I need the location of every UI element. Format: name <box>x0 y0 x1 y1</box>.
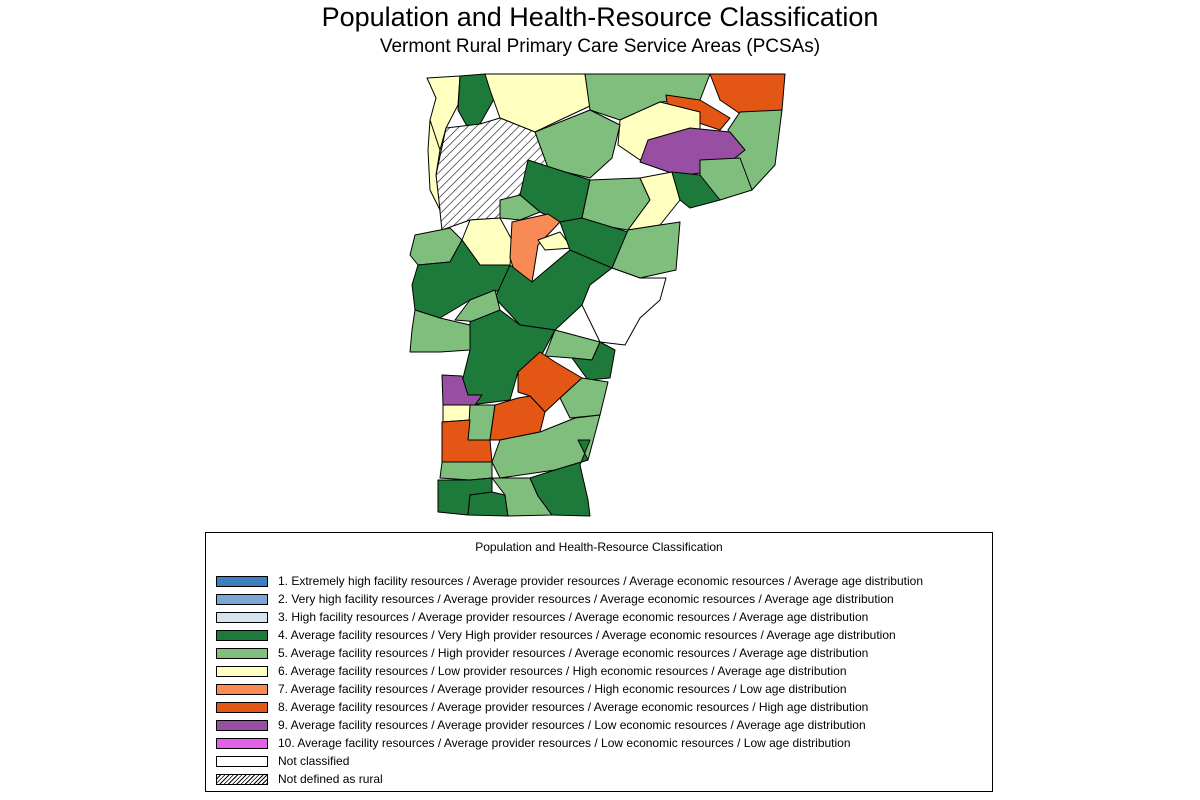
legend-swatch <box>216 683 268 695</box>
pcsa-region <box>491 414 601 479</box>
legend-item: 1. Extremely high facility resources / A… <box>216 572 984 590</box>
legend-item: Not defined as rural <box>216 770 984 788</box>
legend-swatch <box>216 593 268 605</box>
legend: Population and Health-Resource Classific… <box>205 532 993 792</box>
pcsa-region <box>671 171 721 209</box>
legend-swatch <box>216 773 268 785</box>
legend-swatch <box>216 719 268 731</box>
pcsa-region <box>467 491 509 517</box>
legend-item: 5. Average facility resources / High pro… <box>216 644 984 662</box>
legend-label: 5. Average facility resources / High pro… <box>278 646 869 660</box>
pcsa-region <box>709 73 786 116</box>
pcsa-region <box>559 377 609 419</box>
legend-swatch <box>216 611 268 623</box>
legend-swatch <box>216 665 268 677</box>
legend-item: 4. Average facility resources / Very Hig… <box>216 626 984 644</box>
legend-label: 7. Average facility resources / Average … <box>278 682 847 696</box>
pcsa-region <box>499 194 541 221</box>
legend-title: Population and Health-Resource Classific… <box>475 540 723 554</box>
map-subtitle: Vermont Rural Primary Care Service Areas… <box>379 36 821 57</box>
pcsa-region <box>427 119 441 211</box>
pcsa-region <box>544 329 601 361</box>
pcsa-region <box>442 404 471 423</box>
legend-item: 8. Average facility resources / Average … <box>216 698 984 716</box>
legend-swatch <box>216 755 268 767</box>
legend-label: 9. Average facility resources / Average … <box>278 718 866 732</box>
vermont-pcsa-map <box>409 73 786 517</box>
legend-label: 2. Very high facility resources / Averag… <box>278 592 894 606</box>
legend-swatch <box>216 575 268 587</box>
legend-label: 3. High facility resources / Average pro… <box>278 610 869 624</box>
legend-label: 4. Average facility resources / Very Hig… <box>278 628 896 642</box>
legend-item: 10. Average facility resources / Average… <box>216 734 984 752</box>
legend-swatch <box>216 737 268 749</box>
legend-label: 6. Average facility resources / Low prov… <box>278 664 847 678</box>
legend-item: 2. Very high facility resources / Averag… <box>216 590 984 608</box>
legend-item: 6. Average facility resources / Low prov… <box>216 662 984 680</box>
legend-items: 1. Extremely high facility resources / A… <box>216 572 984 788</box>
legend-item: 7. Average facility resources / Average … <box>216 680 984 698</box>
legend-item: Not classified <box>216 752 984 770</box>
legend-label: Not defined as rural <box>278 772 383 786</box>
legend-item: 3. High facility resources / Average pro… <box>216 608 984 626</box>
map-title: Population and Health-Resource Classific… <box>321 2 879 32</box>
pcsa-region <box>509 213 561 283</box>
pcsa-region <box>409 309 471 353</box>
legend-label: 10. Average facility resources / Average… <box>278 736 851 750</box>
legend-swatch <box>216 701 268 713</box>
pcsa-region <box>581 267 667 346</box>
pcsa-region <box>439 461 493 481</box>
legend-swatch <box>216 629 268 641</box>
pcsa-region <box>529 439 591 517</box>
legend-label: 8. Average facility resources / Average … <box>278 700 869 714</box>
legend-swatch <box>216 647 268 659</box>
legend-item: 9. Average facility resources / Average … <box>216 716 984 734</box>
legend-label: Not classified <box>278 754 350 768</box>
legend-label: 1. Extremely high facility resources / A… <box>278 574 923 588</box>
